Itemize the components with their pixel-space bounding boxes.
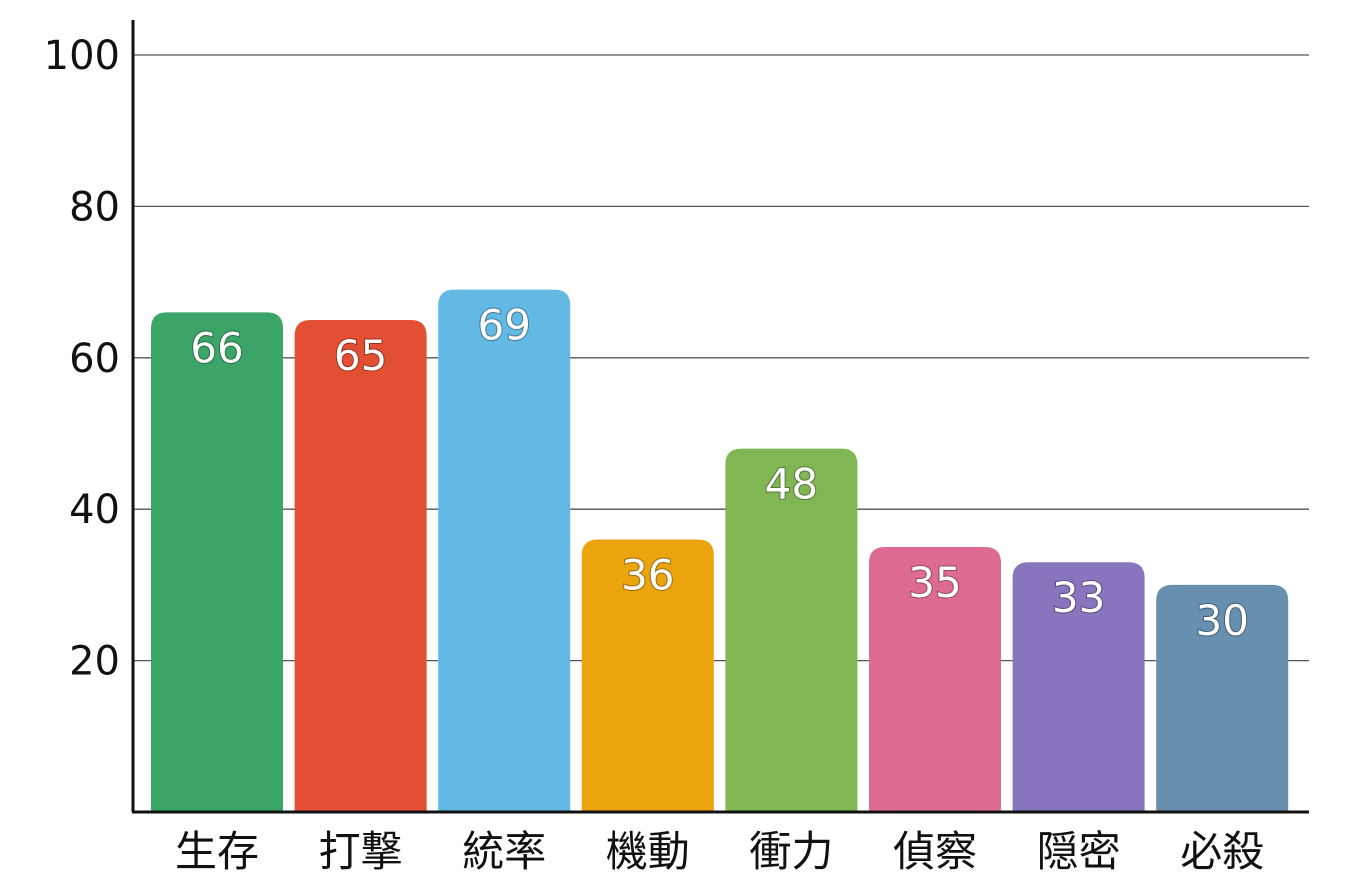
bar xyxy=(869,547,1001,812)
data-label: 48 xyxy=(765,460,818,509)
category-label: 必殺 xyxy=(1180,827,1264,876)
bar xyxy=(294,319,427,812)
y-tick-label: 20 xyxy=(69,639,120,685)
data-label: 65 xyxy=(334,331,387,380)
category-label: 衝力 xyxy=(749,827,833,876)
axes xyxy=(131,20,1309,814)
category-label: 偵察 xyxy=(893,827,977,876)
bar xyxy=(1156,584,1289,812)
data-labels: 66 65 69 36 48 35 33 30 xyxy=(189,300,1250,646)
data-label: 69 xyxy=(477,301,530,350)
category-label: 統率 xyxy=(462,827,546,876)
y-tick-labels: 20 40 60 80 100 xyxy=(44,33,120,685)
data-label: 30 xyxy=(1195,596,1248,645)
bar xyxy=(1012,562,1145,812)
y-tick-label: 100 xyxy=(44,33,120,79)
data-label: 66 xyxy=(190,323,243,372)
x-category-labels: 生存 打撃 統率 機動 衝力 偵察 隠密 必殺 xyxy=(175,827,1264,876)
bar xyxy=(581,539,714,812)
y-tick-label: 60 xyxy=(69,336,120,382)
bar xyxy=(725,448,858,812)
bar xyxy=(151,312,283,812)
category-label: 生存 xyxy=(175,827,259,876)
data-label: 36 xyxy=(621,550,674,599)
data-label: 33 xyxy=(1052,573,1105,622)
category-label: 隠密 xyxy=(1037,827,1121,876)
data-label: 35 xyxy=(908,558,961,607)
bars xyxy=(151,289,1289,812)
y-tick-label: 80 xyxy=(69,184,120,230)
category-label: 機動 xyxy=(606,827,690,876)
category-label: 打撃 xyxy=(319,827,403,876)
y-tick-label: 40 xyxy=(69,487,120,533)
bar xyxy=(438,289,571,812)
